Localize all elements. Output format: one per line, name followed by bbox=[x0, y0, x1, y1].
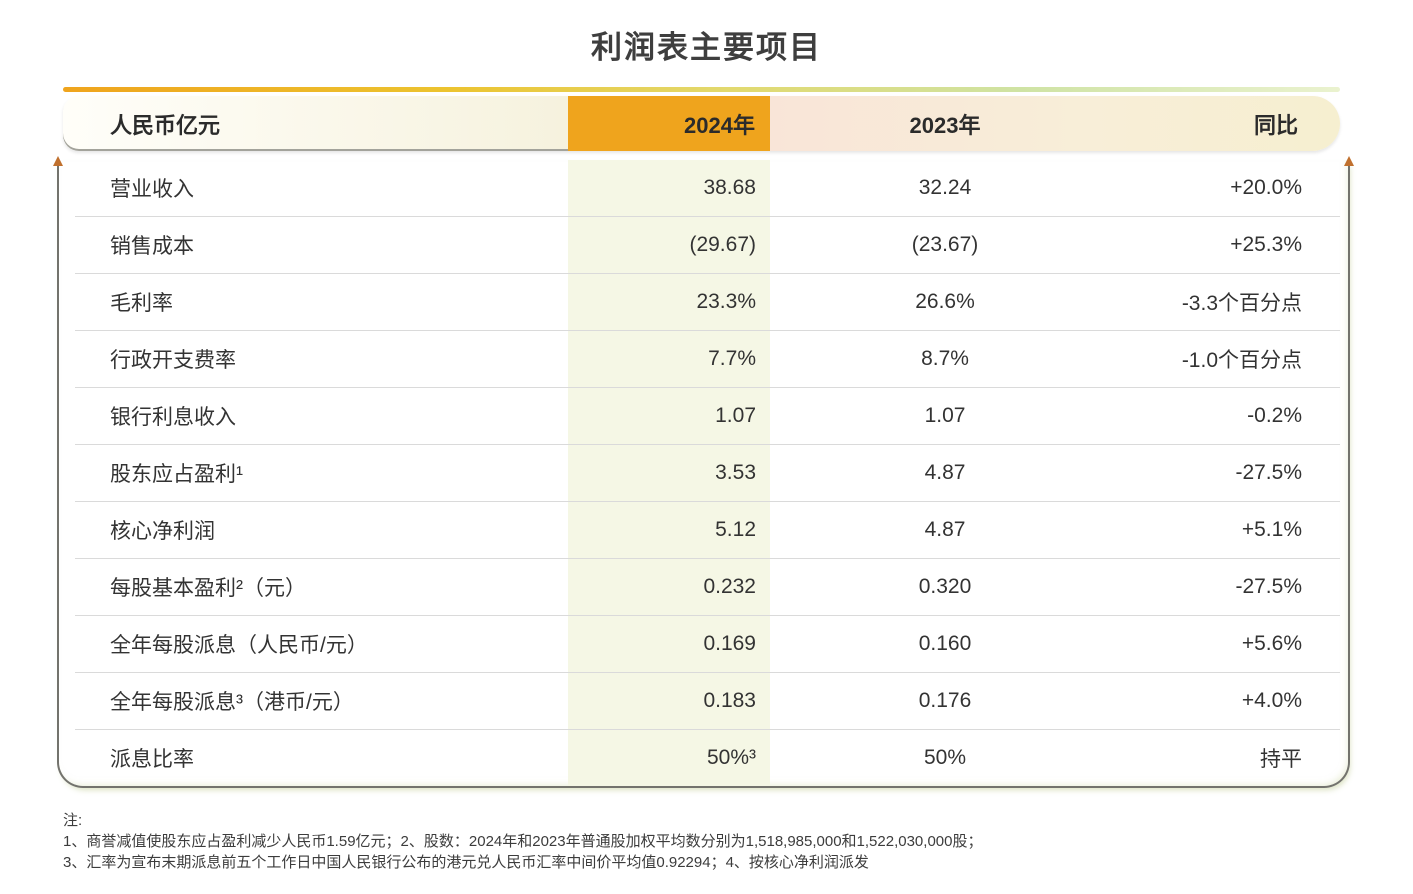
row-value-yoy: -3.3个百分点 bbox=[1181, 292, 1302, 315]
table-row: 营业收入 38.68 32.24 +20.0% bbox=[75, 160, 1340, 217]
row-value-2023: 0.176 bbox=[918, 689, 972, 712]
profit-table-panel: 人民币亿元 2024年 2023年 同比 营业收入 38.68 32.24 +2… bbox=[53, 87, 1354, 790]
footnotes: 注: 1、商誉减值使股东应占盈利减少人民币1.59亿元；2、股数：2024年和2… bbox=[63, 810, 1363, 873]
row-label: 每股基本盈利²（元） bbox=[110, 577, 306, 600]
row-value-2023: 4.87 bbox=[924, 518, 966, 541]
table-rows: 营业收入 38.68 32.24 +20.0% 销售成本 (29.67) (23… bbox=[59, 160, 1348, 786]
row-value-yoy: +5.1% bbox=[1241, 518, 1302, 541]
row-value-2024: 3.53 bbox=[715, 461, 756, 484]
table-row: 股东应占盈利¹ 3.53 4.87 -27.5% bbox=[75, 445, 1340, 502]
row-value-yoy: -0.2% bbox=[1247, 404, 1302, 427]
accent-gradient-bar bbox=[63, 87, 1340, 92]
row-label: 派息比率 bbox=[110, 748, 194, 771]
table-row: 销售成本 (29.67) (23.67) +25.3% bbox=[75, 217, 1340, 274]
row-label: 行政开支费率 bbox=[110, 349, 236, 372]
column-2024-highlight-band bbox=[568, 160, 770, 786]
row-value-yoy: -27.5% bbox=[1235, 461, 1302, 484]
table-header-row: 人民币亿元 2024年 2023年 同比 bbox=[63, 96, 1340, 151]
row-value-2023: 0.160 bbox=[918, 632, 972, 655]
row-value-2023: 50% bbox=[923, 746, 967, 769]
header-cell-currency-unit: 人民币亿元 bbox=[63, 96, 568, 151]
row-value-2024: 50%³ bbox=[706, 746, 756, 769]
row-label: 全年每股派息³（港币/元） bbox=[110, 691, 354, 714]
table-row: 全年每股派息³（港币/元） 0.183 0.176 +4.0% bbox=[75, 673, 1340, 730]
table-row: 派息比率 50%³ 50% 持平 bbox=[75, 730, 1340, 786]
table-row: 银行利息收入 1.07 1.07 -0.2% bbox=[75, 388, 1340, 445]
header-right-group: 2023年 同比 bbox=[770, 96, 1340, 151]
row-label: 营业收入 bbox=[110, 178, 194, 201]
table-row: 全年每股派息（人民币/元） 0.169 0.160 +5.6% bbox=[75, 616, 1340, 673]
row-value-yoy: +20.0% bbox=[1230, 176, 1302, 199]
row-value-yoy: 持平 bbox=[1260, 748, 1302, 771]
header-cell-2024: 2024年 bbox=[568, 96, 770, 151]
table-body: 营业收入 38.68 32.24 +20.0% 销售成本 (29.67) (23… bbox=[53, 156, 1354, 788]
row-value-yoy: -1.0个百分点 bbox=[1181, 349, 1302, 372]
row-value-2024: 0.169 bbox=[703, 632, 756, 655]
row-value-2024: 0.183 bbox=[703, 689, 756, 712]
row-value-2023: 0.320 bbox=[918, 575, 972, 598]
left-border-arrow-icon bbox=[53, 156, 63, 166]
row-value-2024: 7.7% bbox=[708, 347, 756, 370]
header-cell-2023: 2023年 bbox=[909, 112, 981, 138]
right-border-arrow-icon bbox=[1344, 156, 1354, 166]
row-label: 股东应占盈利¹ bbox=[110, 463, 243, 486]
row-value-yoy: -27.5% bbox=[1235, 575, 1302, 598]
row-value-2024: 5.12 bbox=[715, 518, 756, 541]
row-label: 全年每股派息（人民币/元） bbox=[110, 634, 368, 657]
footnote-label: 注: bbox=[63, 812, 83, 829]
row-value-2023: 1.07 bbox=[924, 404, 966, 427]
row-label: 核心净利润 bbox=[110, 520, 215, 543]
footnote-line-1: 1、商誉减值使股东应占盈利减少人民币1.59亿元；2、股数：2024年和2023… bbox=[63, 833, 983, 850]
table-row: 每股基本盈利²（元） 0.232 0.320 -27.5% bbox=[75, 559, 1340, 616]
row-label: 银行利息收入 bbox=[110, 406, 236, 429]
row-value-2023: 26.6% bbox=[915, 290, 975, 313]
row-value-yoy: +25.3% bbox=[1230, 233, 1302, 256]
row-value-2023: 4.87 bbox=[924, 461, 966, 484]
row-value-yoy: +5.6% bbox=[1241, 632, 1302, 655]
row-value-2024: 0.232 bbox=[703, 575, 756, 598]
page-title: 利润表主要项目 bbox=[591, 30, 822, 65]
row-value-2024: 1.07 bbox=[715, 404, 756, 427]
row-value-2024: (29.67) bbox=[689, 233, 756, 256]
table-row: 核心净利润 5.12 4.87 +5.1% bbox=[75, 502, 1340, 559]
table-row: 毛利率 23.3% 26.6% -3.3个百分点 bbox=[75, 274, 1340, 331]
footnote-line-2: 3、汇率为宣布末期派息前五个工作日中国人民银行公布的港元兑人民币汇率中间价平均值… bbox=[63, 854, 869, 871]
row-value-yoy: +4.0% bbox=[1241, 689, 1302, 712]
table-row: 行政开支费率 7.7% 8.7% -1.0个百分点 bbox=[75, 331, 1340, 388]
row-value-2023: 32.24 bbox=[918, 176, 972, 199]
row-label: 毛利率 bbox=[110, 292, 173, 315]
header-cell-yoy: 同比 bbox=[1253, 112, 1298, 138]
row-value-2024: 38.68 bbox=[703, 176, 756, 199]
row-label: 销售成本 bbox=[110, 235, 194, 258]
row-value-2023: (23.67) bbox=[911, 233, 979, 256]
row-value-2024: 23.3% bbox=[696, 290, 756, 313]
row-value-2023: 8.7% bbox=[921, 347, 969, 370]
